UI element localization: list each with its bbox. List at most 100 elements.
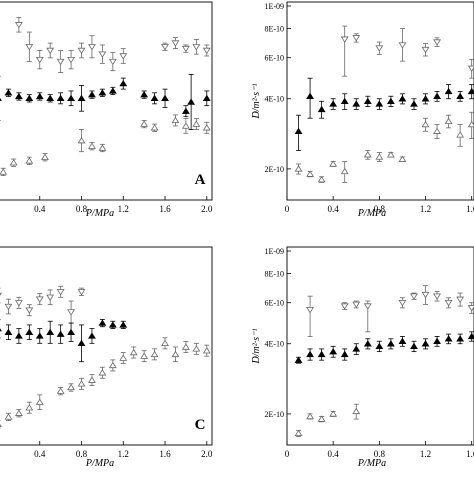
data-point — [294, 429, 303, 437]
data-point — [14, 92, 23, 100]
x-tick-label: 0.4 — [328, 204, 340, 214]
x-tick-label: 0 — [285, 449, 290, 459]
data-point — [25, 44, 34, 51]
x-tick-label: 0.4 — [328, 449, 340, 459]
data-point — [14, 409, 23, 416]
data-point — [317, 350, 326, 358]
series-1 — [14, 16, 211, 73]
data-point — [187, 98, 196, 105]
data-point — [375, 45, 384, 52]
data-point — [340, 303, 349, 310]
series-1 — [0, 285, 86, 324]
data-point — [352, 407, 361, 415]
data-point — [88, 142, 96, 149]
x-axis-label: P/MPa — [85, 208, 114, 219]
x-tick-label: 1.6 — [466, 449, 474, 459]
data-point — [456, 131, 465, 138]
x-tick-label: 0.4 — [34, 204, 46, 214]
data-point — [140, 90, 149, 98]
data-point — [0, 328, 2, 332]
data-point — [25, 404, 34, 411]
x-tick-label: 1.6 — [466, 204, 474, 214]
data-point — [467, 332, 474, 340]
chart-panel-4: 0 0.4 0.8 1.2 1.6 2E-10 4E-10 6E-10 8E-10 1E-09 P/… — [251, 246, 474, 469]
data-point — [329, 410, 338, 417]
chart-panel-2: 0 0.4 0.8 1.2 1.6 2E-10 4E-10 6E-10 8E-10 1E-09 P/… — [251, 1, 474, 219]
y-axis-label: D/m²·s⁻¹ — [251, 84, 262, 120]
data-point — [161, 339, 169, 347]
data-point — [375, 153, 384, 160]
data-point — [202, 47, 211, 55]
chart-panel-1: 0.4 0.8 1.2 1.6 2.0 P/MPa A — [0, 1, 213, 219]
data-point — [294, 127, 303, 134]
data-point — [119, 79, 128, 87]
data-point — [375, 100, 384, 107]
data-point — [171, 40, 180, 47]
data-point — [444, 299, 453, 307]
data-point — [317, 175, 326, 183]
data-point — [161, 44, 169, 51]
data-point — [410, 342, 418, 349]
chart-panel-3: 0.4 0.8 1.2 1.6 2.0 P/MPa C — [0, 246, 213, 469]
panel-letter: C — [195, 417, 206, 433]
data-point — [421, 95, 430, 102]
series-2 — [294, 77, 474, 151]
data-point — [386, 151, 395, 158]
x-tick-label: 1.2 — [420, 449, 431, 459]
y-tick-label: 8E-10 — [264, 25, 284, 34]
data-point — [202, 124, 211, 131]
series-2 — [294, 331, 474, 364]
data-point — [398, 299, 407, 307]
x-tick-label: 2.0 — [201, 204, 213, 214]
data-point — [46, 94, 55, 102]
data-point — [140, 352, 149, 359]
data-point — [329, 347, 338, 355]
data-point — [4, 328, 13, 335]
y-tick-label: 4E-10 — [264, 340, 284, 349]
plot-frame — [286, 246, 474, 446]
data-point — [56, 387, 65, 394]
data-point — [181, 45, 190, 53]
data-point — [456, 296, 465, 304]
data-point — [119, 354, 128, 361]
series-3 — [0, 337, 211, 429]
x-tick-label: 0.4 — [34, 449, 46, 459]
data-point — [41, 153, 49, 160]
y-tick-label: 6E-10 — [264, 299, 284, 308]
plot-frame — [0, 246, 213, 446]
x-tick-label: 1.2 — [420, 204, 431, 214]
data-point — [25, 307, 34, 314]
data-point — [386, 340, 395, 347]
data-point — [433, 127, 441, 134]
data-point — [202, 94, 211, 102]
series-3 — [294, 111, 474, 183]
data-point — [467, 305, 474, 312]
data-point — [9, 159, 18, 166]
data-point — [0, 97, 2, 102]
y-tick-label: 8E-10 — [264, 270, 284, 279]
data-point — [67, 56, 75, 64]
data-point — [363, 151, 372, 158]
data-point — [0, 423, 2, 427]
data-point — [161, 94, 169, 102]
data-point — [4, 303, 13, 311]
data-point — [192, 120, 201, 127]
data-point — [119, 321, 128, 328]
data-point — [398, 95, 407, 102]
data-point — [192, 44, 201, 51]
data-point — [25, 94, 34, 102]
y-tick-label: 4E-10 — [264, 95, 284, 104]
data-point — [375, 342, 384, 349]
x-tick-label: 1.2 — [118, 204, 129, 214]
data-point — [340, 97, 349, 104]
data-point — [150, 350, 159, 358]
data-point — [88, 90, 96, 98]
data-point — [98, 319, 107, 326]
data-point — [56, 289, 65, 296]
x-axis-label: P/MPa — [85, 458, 114, 469]
data-point — [352, 35, 361, 42]
data-point — [14, 300, 23, 307]
data-point — [35, 332, 44, 339]
y-tick-label: 1E-09 — [264, 247, 284, 256]
